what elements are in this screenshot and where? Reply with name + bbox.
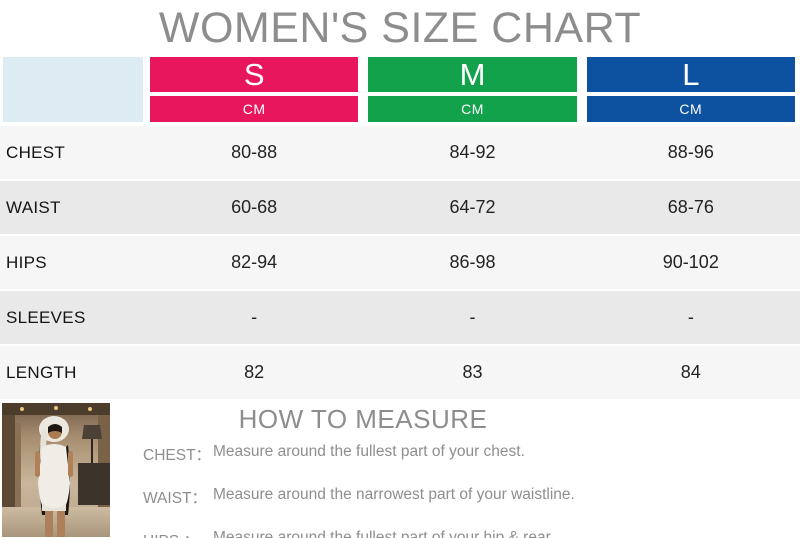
- cell-value: -: [469, 307, 476, 327]
- measure-line-waist: WAIST： Measure around the narrowest part…: [143, 486, 583, 508]
- measure-line-chest: CHEST： Measure around the fullest part o…: [143, 443, 583, 465]
- model-photo: [2, 403, 110, 537]
- measure-text: Measure around the narrowest part of you…: [213, 486, 575, 503]
- cell-value: 83: [462, 362, 483, 382]
- table-row-hips: HIPS 82-94 86-98 90-102: [0, 236, 800, 291]
- measure-title: HOW TO MEASURE: [238, 404, 488, 434]
- size-chart-table: S CM M CM L CM CHEST 80-88 84-92 88-96 W…: [0, 57, 800, 401]
- cell-value: 84-92: [449, 142, 496, 162]
- unit-label-m: CM: [368, 96, 577, 122]
- cell-value: 82: [244, 362, 265, 382]
- how-to-measure-section: HOW TO MEASURE CHEST： Measure around the…: [0, 401, 800, 538]
- unit-label-l: CM: [586, 96, 795, 122]
- column-header-s: S CM: [150, 57, 359, 122]
- cell-value: -: [251, 307, 258, 327]
- cell-value: 88-96: [667, 142, 714, 162]
- size-label-s: S: [150, 57, 359, 92]
- row-label: LENGTH: [6, 362, 77, 382]
- cell-value: 86-98: [449, 252, 496, 272]
- cell-value: 60-68: [231, 197, 278, 217]
- page-title: WOMEN'S SIZE CHART: [158, 4, 642, 52]
- measure-text: Measure around the fullest part of your …: [213, 443, 525, 460]
- measure-label: CHEST：: [143, 447, 212, 464]
- row-label: WAIST: [6, 197, 61, 217]
- row-label: HIPS: [6, 252, 47, 272]
- unit-label-s: CM: [150, 96, 359, 122]
- measure-text: Measure around the fullest part of your …: [213, 529, 555, 538]
- cell-value: 80-88: [231, 142, 278, 162]
- model-photo-illustration: [2, 403, 110, 537]
- column-header-l: L CM: [586, 57, 795, 122]
- table-row-sleeves: SLEEVES - - -: [0, 291, 800, 346]
- size-label-l: L: [586, 57, 795, 92]
- cell-value: 64-72: [449, 197, 496, 217]
- column-header-m: M CM: [368, 57, 577, 122]
- table-row-length: LENGTH 82 83 84: [0, 346, 800, 401]
- table-row-chest: CHEST 80-88 84-92 88-96: [0, 126, 800, 181]
- cell-value: -: [687, 307, 694, 327]
- cell-value: 68-76: [667, 197, 714, 217]
- table-row-waist: WAIST 60-68 64-72 68-76: [0, 181, 800, 236]
- measure-line-hips: HIPS ： Measure around the fullest part o…: [143, 529, 583, 538]
- measure-label: WAIST：: [143, 490, 208, 507]
- cell-value: 82-94: [231, 252, 278, 272]
- row-label: CHEST: [6, 142, 66, 162]
- table-corner-cell: [3, 57, 143, 122]
- table-header-row: S CM M CM L CM: [0, 57, 800, 122]
- size-label-m: M: [368, 57, 577, 92]
- row-label: SLEEVES: [6, 307, 86, 327]
- table-body: CHEST 80-88 84-92 88-96 WAIST 60-68 64-7…: [0, 126, 800, 401]
- measure-label: HIPS ：: [143, 529, 213, 538]
- measure-instructions: HOW TO MEASURE CHEST： Measure around the…: [110, 401, 800, 538]
- cell-value: 90-102: [662, 252, 719, 272]
- cell-value: 84: [680, 362, 701, 382]
